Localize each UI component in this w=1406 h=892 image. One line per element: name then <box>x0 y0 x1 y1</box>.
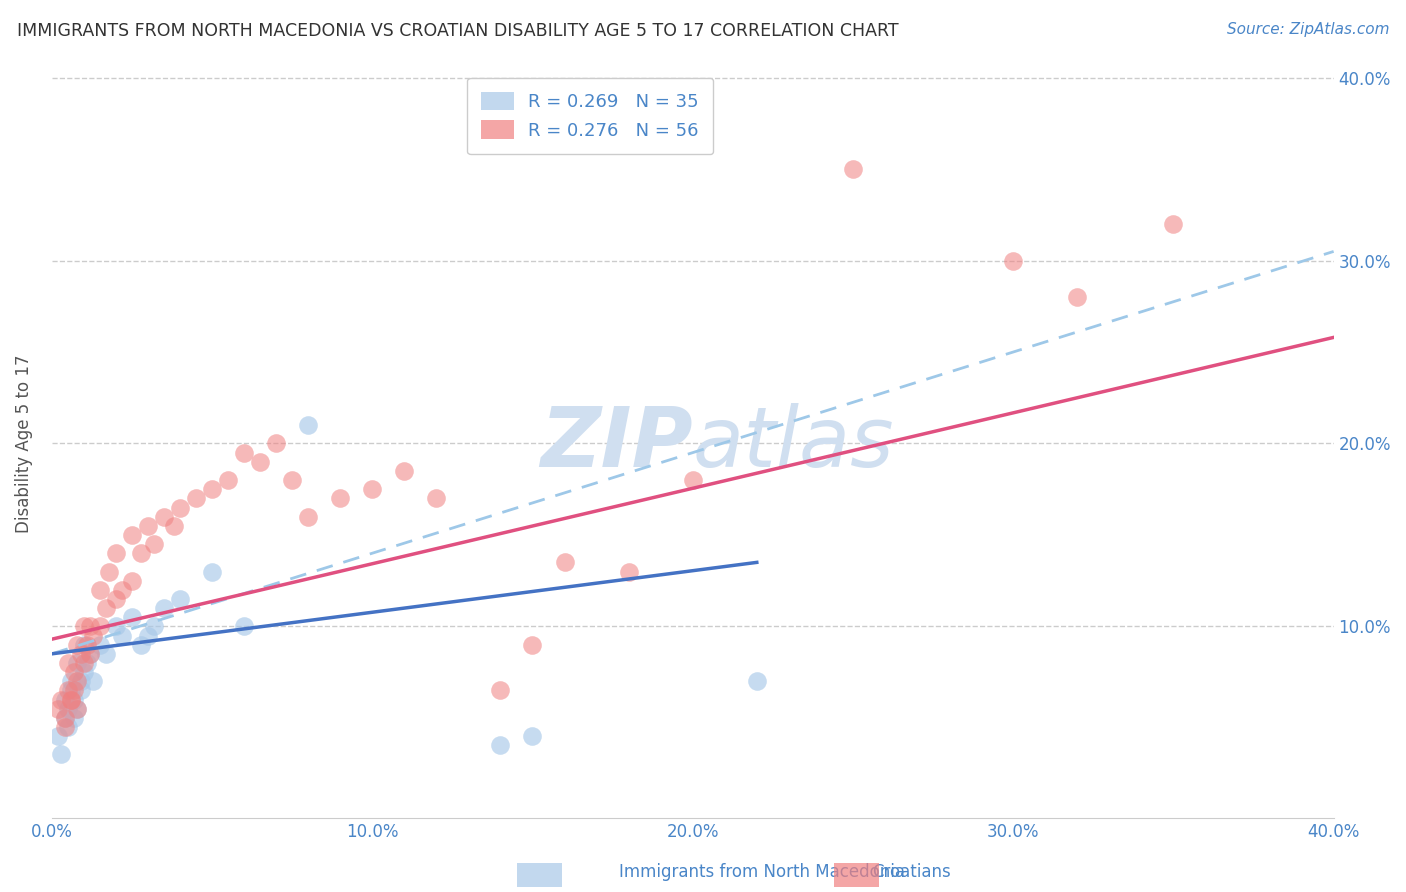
Point <box>59 692 82 706</box>
Point <box>264 436 287 450</box>
Text: ZIP: ZIP <box>540 403 693 484</box>
Point <box>297 509 319 524</box>
Point <box>59 683 82 698</box>
Point <box>136 628 159 642</box>
Point <box>76 638 98 652</box>
Point <box>201 482 224 496</box>
Point <box>489 683 512 698</box>
Point <box>153 509 176 524</box>
Point <box>143 619 166 633</box>
Point <box>111 582 134 597</box>
Point <box>489 739 512 753</box>
Point <box>98 565 121 579</box>
Point <box>59 674 82 689</box>
Point <box>76 656 98 670</box>
Point <box>131 546 153 560</box>
Point <box>73 665 96 680</box>
Point <box>66 656 89 670</box>
Text: Croatians: Croatians <box>872 863 950 881</box>
Point <box>53 711 76 725</box>
Point <box>617 565 640 579</box>
Point <box>745 674 768 689</box>
Point <box>522 638 544 652</box>
Point <box>682 473 704 487</box>
Point <box>329 491 352 506</box>
Point <box>79 647 101 661</box>
Point <box>73 656 96 670</box>
Point <box>361 482 384 496</box>
Point <box>104 619 127 633</box>
Point <box>1163 217 1185 231</box>
Point <box>63 692 86 706</box>
Point <box>51 692 73 706</box>
Point <box>53 692 76 706</box>
Point <box>184 491 207 506</box>
Point <box>66 702 89 716</box>
Text: atlas: atlas <box>693 403 894 484</box>
Point <box>201 565 224 579</box>
Point <box>136 518 159 533</box>
Point <box>297 418 319 433</box>
Point <box>169 500 191 515</box>
Point <box>153 601 176 615</box>
Point <box>162 518 184 533</box>
Point <box>233 619 256 633</box>
Point <box>51 747 73 762</box>
Point <box>89 582 111 597</box>
Point <box>89 638 111 652</box>
Point <box>96 647 118 661</box>
Point <box>233 445 256 459</box>
Point <box>69 674 91 689</box>
Point <box>79 647 101 661</box>
Point <box>56 702 79 716</box>
Point <box>79 619 101 633</box>
Point <box>394 464 416 478</box>
Point <box>249 455 271 469</box>
Point <box>73 638 96 652</box>
Point <box>111 628 134 642</box>
Text: Source: ZipAtlas.com: Source: ZipAtlas.com <box>1226 22 1389 37</box>
Point <box>96 601 118 615</box>
Point <box>121 574 143 588</box>
Point <box>53 711 76 725</box>
Point <box>82 628 104 642</box>
Point <box>56 720 79 734</box>
Point <box>63 665 86 680</box>
Point <box>281 473 304 487</box>
Point <box>121 528 143 542</box>
Point <box>59 692 82 706</box>
Point <box>104 546 127 560</box>
Point <box>169 591 191 606</box>
Point <box>46 729 69 743</box>
Point <box>56 656 79 670</box>
Point <box>66 674 89 689</box>
Point <box>66 638 89 652</box>
Point <box>553 555 575 569</box>
Y-axis label: Disability Age 5 to 17: Disability Age 5 to 17 <box>15 354 32 533</box>
Legend: R = 0.269   N = 35, R = 0.276   N = 56: R = 0.269 N = 35, R = 0.276 N = 56 <box>467 78 713 154</box>
Text: Immigrants from North Macedonia: Immigrants from North Macedonia <box>619 863 904 881</box>
Point <box>143 537 166 551</box>
Point <box>53 720 76 734</box>
Point <box>1002 253 1025 268</box>
Point <box>217 473 239 487</box>
Point <box>69 647 91 661</box>
Point <box>842 162 865 177</box>
Point <box>104 591 127 606</box>
Point <box>82 674 104 689</box>
Point <box>56 683 79 698</box>
Point <box>425 491 447 506</box>
Point <box>1066 290 1088 304</box>
Point <box>89 619 111 633</box>
Text: IMMIGRANTS FROM NORTH MACEDONIA VS CROATIAN DISABILITY AGE 5 TO 17 CORRELATION C: IMMIGRANTS FROM NORTH MACEDONIA VS CROAT… <box>17 22 898 40</box>
Point <box>63 711 86 725</box>
Point <box>66 702 89 716</box>
Point <box>121 610 143 624</box>
Point <box>63 683 86 698</box>
Point <box>73 619 96 633</box>
Point <box>522 729 544 743</box>
Point <box>131 638 153 652</box>
Point <box>69 683 91 698</box>
Point <box>46 702 69 716</box>
